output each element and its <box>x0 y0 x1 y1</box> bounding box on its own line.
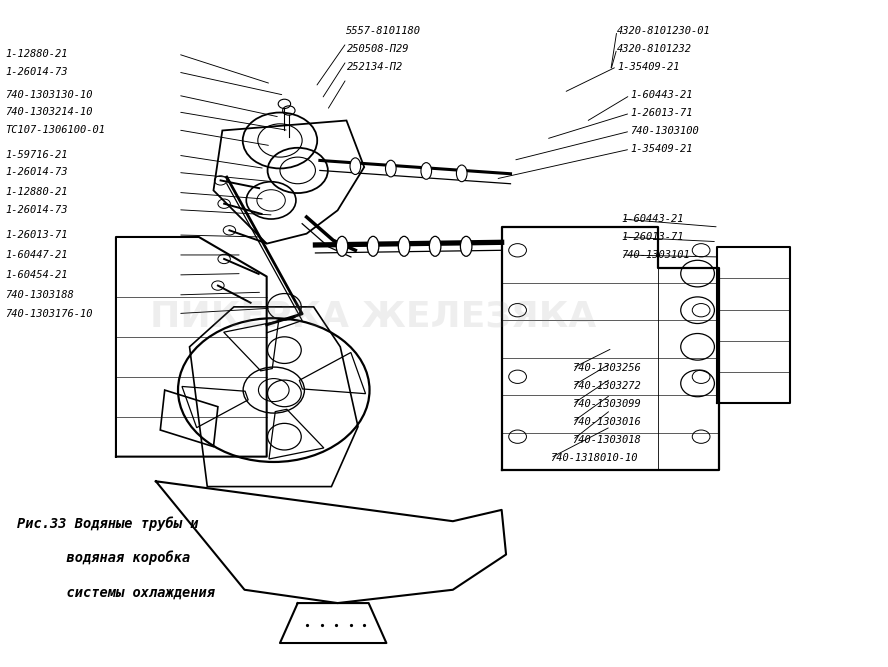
Ellipse shape <box>421 163 432 179</box>
Text: 740-1303101: 740-1303101 <box>622 250 690 260</box>
Text: 4320-8101230-01: 4320-8101230-01 <box>617 25 710 35</box>
Text: Рис.33 Водяные трубы и: Рис.33 Водяные трубы и <box>17 516 198 530</box>
Text: 740-1303016: 740-1303016 <box>573 417 641 427</box>
Ellipse shape <box>399 236 410 256</box>
Text: 1-60443-21: 1-60443-21 <box>630 90 693 100</box>
Text: 1-60443-21: 1-60443-21 <box>622 214 684 224</box>
Text: 740-1303188: 740-1303188 <box>5 290 74 300</box>
Text: 740-1303176-10: 740-1303176-10 <box>5 309 92 319</box>
Text: 250508-П29: 250508-П29 <box>346 43 409 53</box>
Text: системы охлаждения: системы охлаждения <box>17 586 215 600</box>
Text: 1-26014-73: 1-26014-73 <box>5 205 67 215</box>
Text: водяная коробка: водяная коробка <box>17 550 190 565</box>
Text: 1-26013-71: 1-26013-71 <box>5 230 67 240</box>
Ellipse shape <box>368 236 379 256</box>
Text: 5557-8101180: 5557-8101180 <box>346 25 422 35</box>
Ellipse shape <box>460 236 472 256</box>
Text: 1-35409-21: 1-35409-21 <box>617 61 679 71</box>
Text: 740-1303100: 740-1303100 <box>630 126 699 136</box>
Text: 1-35409-21: 1-35409-21 <box>630 144 693 154</box>
Text: 1-26013-71: 1-26013-71 <box>630 108 693 118</box>
Text: 4320-8101232: 4320-8101232 <box>617 43 692 53</box>
Text: 1-60454-21: 1-60454-21 <box>5 270 67 280</box>
Text: 1-12880-21: 1-12880-21 <box>5 187 67 197</box>
Text: 740-1303130-10: 740-1303130-10 <box>5 90 92 100</box>
Ellipse shape <box>430 236 441 256</box>
Text: 1-59716-21: 1-59716-21 <box>5 150 67 160</box>
Text: 740-1318010-10: 740-1318010-10 <box>551 453 638 463</box>
Text: 740-1303272: 740-1303272 <box>573 381 641 391</box>
Text: 1-60447-21: 1-60447-21 <box>5 250 67 260</box>
Text: 740-1303256: 740-1303256 <box>573 363 641 373</box>
Text: 1-26014-73: 1-26014-73 <box>5 67 67 77</box>
Text: 740-1303099: 740-1303099 <box>573 399 641 409</box>
Text: 1-26013-71: 1-26013-71 <box>622 232 684 242</box>
Text: 1-26014-73: 1-26014-73 <box>5 167 67 177</box>
Text: 740-1303214-10: 740-1303214-10 <box>5 107 92 117</box>
Text: 740-1303018: 740-1303018 <box>573 435 641 445</box>
Ellipse shape <box>337 236 348 256</box>
Ellipse shape <box>350 158 361 175</box>
Text: 252134-П2: 252134-П2 <box>346 61 403 71</box>
Ellipse shape <box>385 160 396 177</box>
Text: ПИКЕРКА ЖЕЛЕЗЯКА: ПИКЕРКА ЖЕЛЕЗЯКА <box>150 300 596 334</box>
Text: ТС107-1306100-01: ТС107-1306100-01 <box>5 125 105 135</box>
Text: 1-12880-21: 1-12880-21 <box>5 49 67 59</box>
Ellipse shape <box>456 165 467 181</box>
